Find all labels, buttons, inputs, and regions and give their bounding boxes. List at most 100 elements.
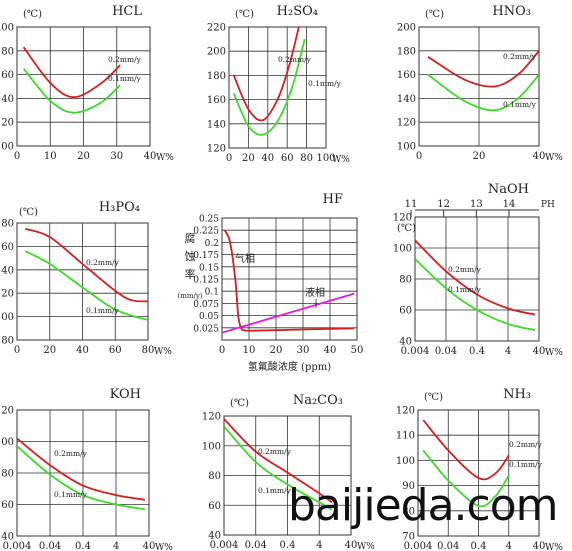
x-tick-label: 80 — [142, 345, 155, 356]
y-axis-unit: (mm/y) — [177, 292, 202, 300]
y-tick-label: 40 — [208, 531, 221, 542]
y-tick-label: 60 — [399, 306, 412, 317]
y-tick-label: 40 — [1, 532, 14, 543]
x-tick-label: 40 — [144, 151, 157, 162]
y-axis-unit-label: (℃) — [425, 9, 444, 20]
x-tick-label: 20 — [43, 345, 56, 356]
x-axis-label: W% — [357, 542, 375, 551]
x-tick-label: 0 — [14, 151, 20, 162]
series-line-naoh-0 — [415, 239, 536, 316]
y-tick-label: 0.1 — [205, 288, 219, 298]
chart-title: Na₂CO₃ — [293, 393, 343, 408]
x-tick-label: 40 — [345, 540, 358, 551]
y-axis-label-char: 蚀 — [185, 249, 196, 263]
series-line-naoh-1 — [415, 258, 536, 331]
y-tick-label: 80 — [402, 506, 415, 517]
y-axis-label-char: 率 — [185, 267, 196, 281]
x-tick-label: 0.4 — [469, 346, 485, 357]
y-tick-label: 110 — [396, 431, 415, 442]
series-label: 0.2mm/y — [278, 55, 312, 64]
x-tick-label: 0 — [219, 345, 225, 356]
y-tick-label: 0.05 — [199, 312, 219, 322]
series-line-h2so4-1 — [232, 38, 306, 136]
chart-hno3: 0 20 40 100 120 140 160 180 200 HNO₃ (℃) W% 0.2mm/y 0… — [397, 4, 563, 163]
y-tick-label: 0.175 — [193, 251, 219, 261]
chart-hcl: 0 10 20 30 40 100 120 140 160 180 200 HCL (℃) W% 0.2mm… — [0, 4, 174, 163]
y-tick-label: 200 — [397, 23, 416, 34]
y-tick-label: 160 — [0, 70, 14, 81]
y-tick-label: 80 — [1, 336, 14, 347]
y-axis-label-char: 腐 — [185, 231, 196, 245]
x-tick-label: 0.4 — [280, 540, 296, 551]
x-tick-label: 0.004 — [210, 540, 239, 551]
series-line-hf-1 — [222, 292, 355, 334]
series-label: 0.2mm/y — [509, 440, 543, 449]
chart-nh3: 0.004 0.04 0.4 4 40 70 80 90 100 110 120 NH₃ (℃) W% 0.… — [396, 387, 563, 551]
x-tick-label: 30 — [297, 345, 310, 356]
series-line-h2so4-0 — [232, 27, 300, 122]
x-axis-label: 氢氟酸浓度 (ppm) — [248, 360, 331, 373]
y-tick-label: 200 — [0, 23, 14, 34]
x-axis-label: W% — [545, 348, 563, 358]
x-axis-label: W% — [545, 153, 563, 163]
y-tick-label: 80 — [208, 471, 221, 482]
x-tick-label: 20 — [270, 345, 283, 356]
y-tick-label: 180 — [0, 219, 14, 230]
y-tick-label: 0.125 — [193, 276, 219, 286]
ph-axis-label: PH — [541, 200, 555, 210]
series-label: 0.2mm/y — [54, 449, 88, 458]
x-tick-label: 40 — [324, 345, 337, 356]
y-tick-label: 120 — [397, 118, 416, 129]
chart-title: KOH — [110, 387, 141, 402]
series-label: 0.1mm/y — [308, 79, 342, 88]
x-tick-label: 100 — [316, 153, 335, 164]
y-tick-label: 120 — [202, 412, 221, 423]
y-tick-label: 220 — [207, 23, 226, 34]
x-tick-label: 40 — [76, 345, 89, 356]
x-tick-label: 20 — [77, 151, 90, 162]
y-tick-label: 100 — [0, 142, 14, 153]
x-axis-label: W% — [154, 347, 172, 357]
x-tick-label: 4 — [505, 346, 511, 357]
series-line-na2co3-1 — [224, 425, 333, 511]
x-tick-label: 60 — [281, 153, 294, 164]
chart-title: NaOH — [488, 182, 529, 197]
y-tick-label: 200 — [207, 47, 226, 58]
y-tick-label: 120 — [396, 406, 415, 417]
series-label: 0.1mm/y — [108, 74, 142, 83]
series-label: 气相 — [235, 252, 255, 265]
y-axis-unit-label: (℃) — [230, 398, 249, 409]
series-label: 0.1mm/y — [448, 285, 482, 294]
x-tick-label: 20 — [473, 151, 486, 162]
y-tick-label: 100 — [0, 312, 14, 323]
x-axis-label: W% — [156, 153, 174, 163]
x-tick-label: 0.04 — [437, 541, 459, 551]
x-tick-label: 0 — [14, 345, 20, 356]
x-tick-label: 30 — [110, 151, 123, 162]
x-tick-label: 0.04 — [39, 541, 61, 551]
x-tick-label: 0 — [226, 153, 232, 164]
y-axis-unit-label: (℃) — [23, 9, 42, 20]
x-tick-label: 20 — [242, 153, 255, 164]
series-line-h3po4-0 — [24, 228, 148, 303]
y-axis-unit-label: (℃) — [397, 223, 416, 234]
x-tick-label: 80 — [300, 153, 313, 164]
x-tick-label: 0.04 — [245, 540, 267, 551]
y-tick-label: 160 — [0, 242, 14, 253]
chart-title: H₃PO₄ — [99, 200, 140, 215]
y-axis-unit-label: (℃) — [235, 9, 254, 20]
y-tick-label: 0.2 — [205, 239, 219, 249]
series-line-koh-0 — [17, 437, 146, 501]
y-tick-label: 70 — [402, 532, 415, 543]
chart-title: HF — [323, 192, 343, 207]
series-label: 0.2mm/y — [108, 55, 142, 64]
y-tick-label: 0.225 — [193, 227, 219, 237]
chart-hf: 0 10 20 30 40 50 0.025 0.05 0.075 0.1 0.125 0.15 0.1… — [177, 192, 363, 373]
y-tick-label: 0.25 — [199, 215, 219, 225]
y-tick-label: 160 — [397, 70, 416, 81]
watermark-text: baijieda.com — [288, 480, 558, 531]
series-label: 0.2mm/y — [258, 447, 292, 456]
series-line-h3po4-1 — [24, 250, 148, 321]
chart-h3po4: 0 20 40 60 80 80 100 120 140 160 180 H₃PO₄ (℃) W% 0.2m… — [0, 200, 172, 357]
chart-title: H₂SO₄ — [277, 4, 318, 19]
